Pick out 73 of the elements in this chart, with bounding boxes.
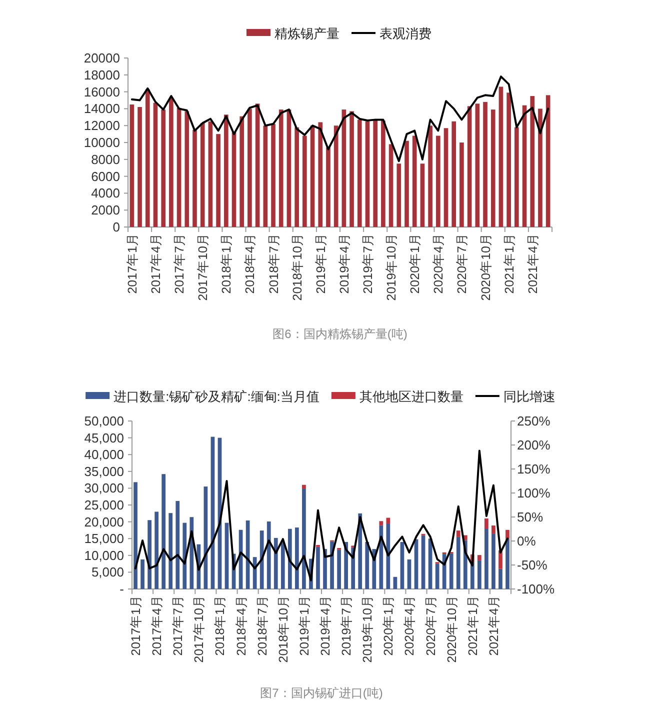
y-tick: 15,000 — [84, 531, 124, 546]
y-tick: 12000 — [84, 118, 120, 134]
x-tick: 2019年10月 — [360, 595, 375, 663]
annotation: 图7：国内锡矿进口(吨) — [260, 686, 383, 700]
x-tick: 2017年1月 — [129, 595, 143, 656]
x-tick: 2018年1月 — [213, 595, 228, 656]
x-tick: 2017年4月 — [148, 233, 163, 294]
y-tick: 0 — [112, 220, 120, 234]
x-tick: 2020年7月 — [455, 233, 470, 294]
y-tick: 14000 — [84, 101, 120, 116]
x-tick: 2020年1月 — [408, 233, 422, 294]
x-tick: 2018年10月 — [276, 595, 290, 663]
y-tick: 45,000 — [84, 430, 124, 446]
x-tick: 2020年7月 — [424, 595, 438, 656]
y2-tick: 50% — [517, 510, 544, 524]
y-tick: 2000 — [91, 202, 120, 218]
legend-label: 同比增速 — [503, 389, 556, 404]
x-tick: 2019年4月 — [318, 595, 332, 656]
legend-label: 表观消费 — [380, 26, 432, 41]
x-tick: 2021年1月 — [466, 595, 480, 656]
x-tick: 2021年4月 — [486, 595, 501, 656]
y-tick: 25,000 — [84, 498, 124, 512]
annotation: 图6：国内精炼锡产量(吨) — [272, 327, 408, 341]
x-tick: 2019年1月 — [297, 595, 312, 656]
y-tick: 20,000 — [84, 514, 124, 530]
legend-label: 精炼锡产量 — [274, 26, 340, 41]
y-tick: 8000 — [91, 152, 120, 167]
y-tick: 20000 — [84, 50, 120, 66]
y-tick: 16000 — [84, 84, 120, 100]
x-tick: 2021年4月 — [526, 233, 540, 294]
x-tick: 2020年10月 — [444, 595, 459, 663]
y-tick: 50,000 — [84, 414, 124, 428]
y2-tick: 200% — [517, 438, 550, 452]
x-tick: 2017年7月 — [171, 595, 186, 656]
x-tick: 2020年10月 — [478, 233, 493, 301]
y-tick: 10,000 — [84, 548, 124, 563]
x-tick: 2019年1月 — [314, 233, 328, 294]
x-tick: 2018年10月 — [290, 233, 304, 301]
x-tick: 2017年7月 — [172, 233, 187, 294]
y2-tick: -100% — [517, 582, 555, 596]
x-tick: 2018年7月 — [255, 595, 270, 656]
x-tick: 2018年7月 — [266, 233, 281, 294]
legend-label: 其他地区进口数量 — [359, 389, 464, 404]
x-tick: 2019年4月 — [337, 233, 352, 294]
y2-tick: 0% — [517, 534, 536, 548]
y-tick: 35,000 — [84, 464, 124, 479]
y-tick: 10000 — [84, 135, 120, 150]
y2-tick: 100% — [517, 486, 550, 500]
x-tick: 2017年1月 — [125, 233, 140, 294]
x-tick: 2019年7月 — [340, 595, 354, 656]
x-tick: 2018年1月 — [220, 233, 234, 294]
y-tick: 5,000 — [91, 564, 124, 580]
x-tick: 2018年4月 — [243, 233, 258, 294]
x-tick: 2020年4月 — [432, 233, 446, 294]
y-tick: 30,000 — [84, 480, 124, 496]
x-tick: 2017年10月 — [192, 595, 206, 663]
x-tick: 2017年10月 — [196, 233, 210, 301]
legend-label: 进口数量:锡矿砂及精矿:缅甸:当月值 — [114, 389, 320, 404]
y-tick: 4000 — [91, 186, 120, 201]
x-tick: 2021年1月 — [502, 233, 516, 294]
y2-tick: -50% — [517, 558, 548, 572]
y2-tick: 250% — [517, 414, 550, 428]
y-tick: 40,000 — [84, 447, 124, 462]
y-tick: 6000 — [91, 168, 120, 184]
x-tick: 2020年1月 — [382, 595, 396, 656]
x-tick: 2020年4月 — [402, 595, 417, 656]
x-tick: 2017年4月 — [150, 595, 164, 656]
y-tick: - — [120, 582, 124, 596]
y-tick: 18000 — [84, 67, 120, 82]
x-tick: 2019年7月 — [360, 233, 375, 294]
x-tick: 2019年10月 — [384, 233, 399, 301]
x-tick: 2018年4月 — [234, 595, 248, 656]
y2-tick: 150% — [517, 462, 550, 476]
